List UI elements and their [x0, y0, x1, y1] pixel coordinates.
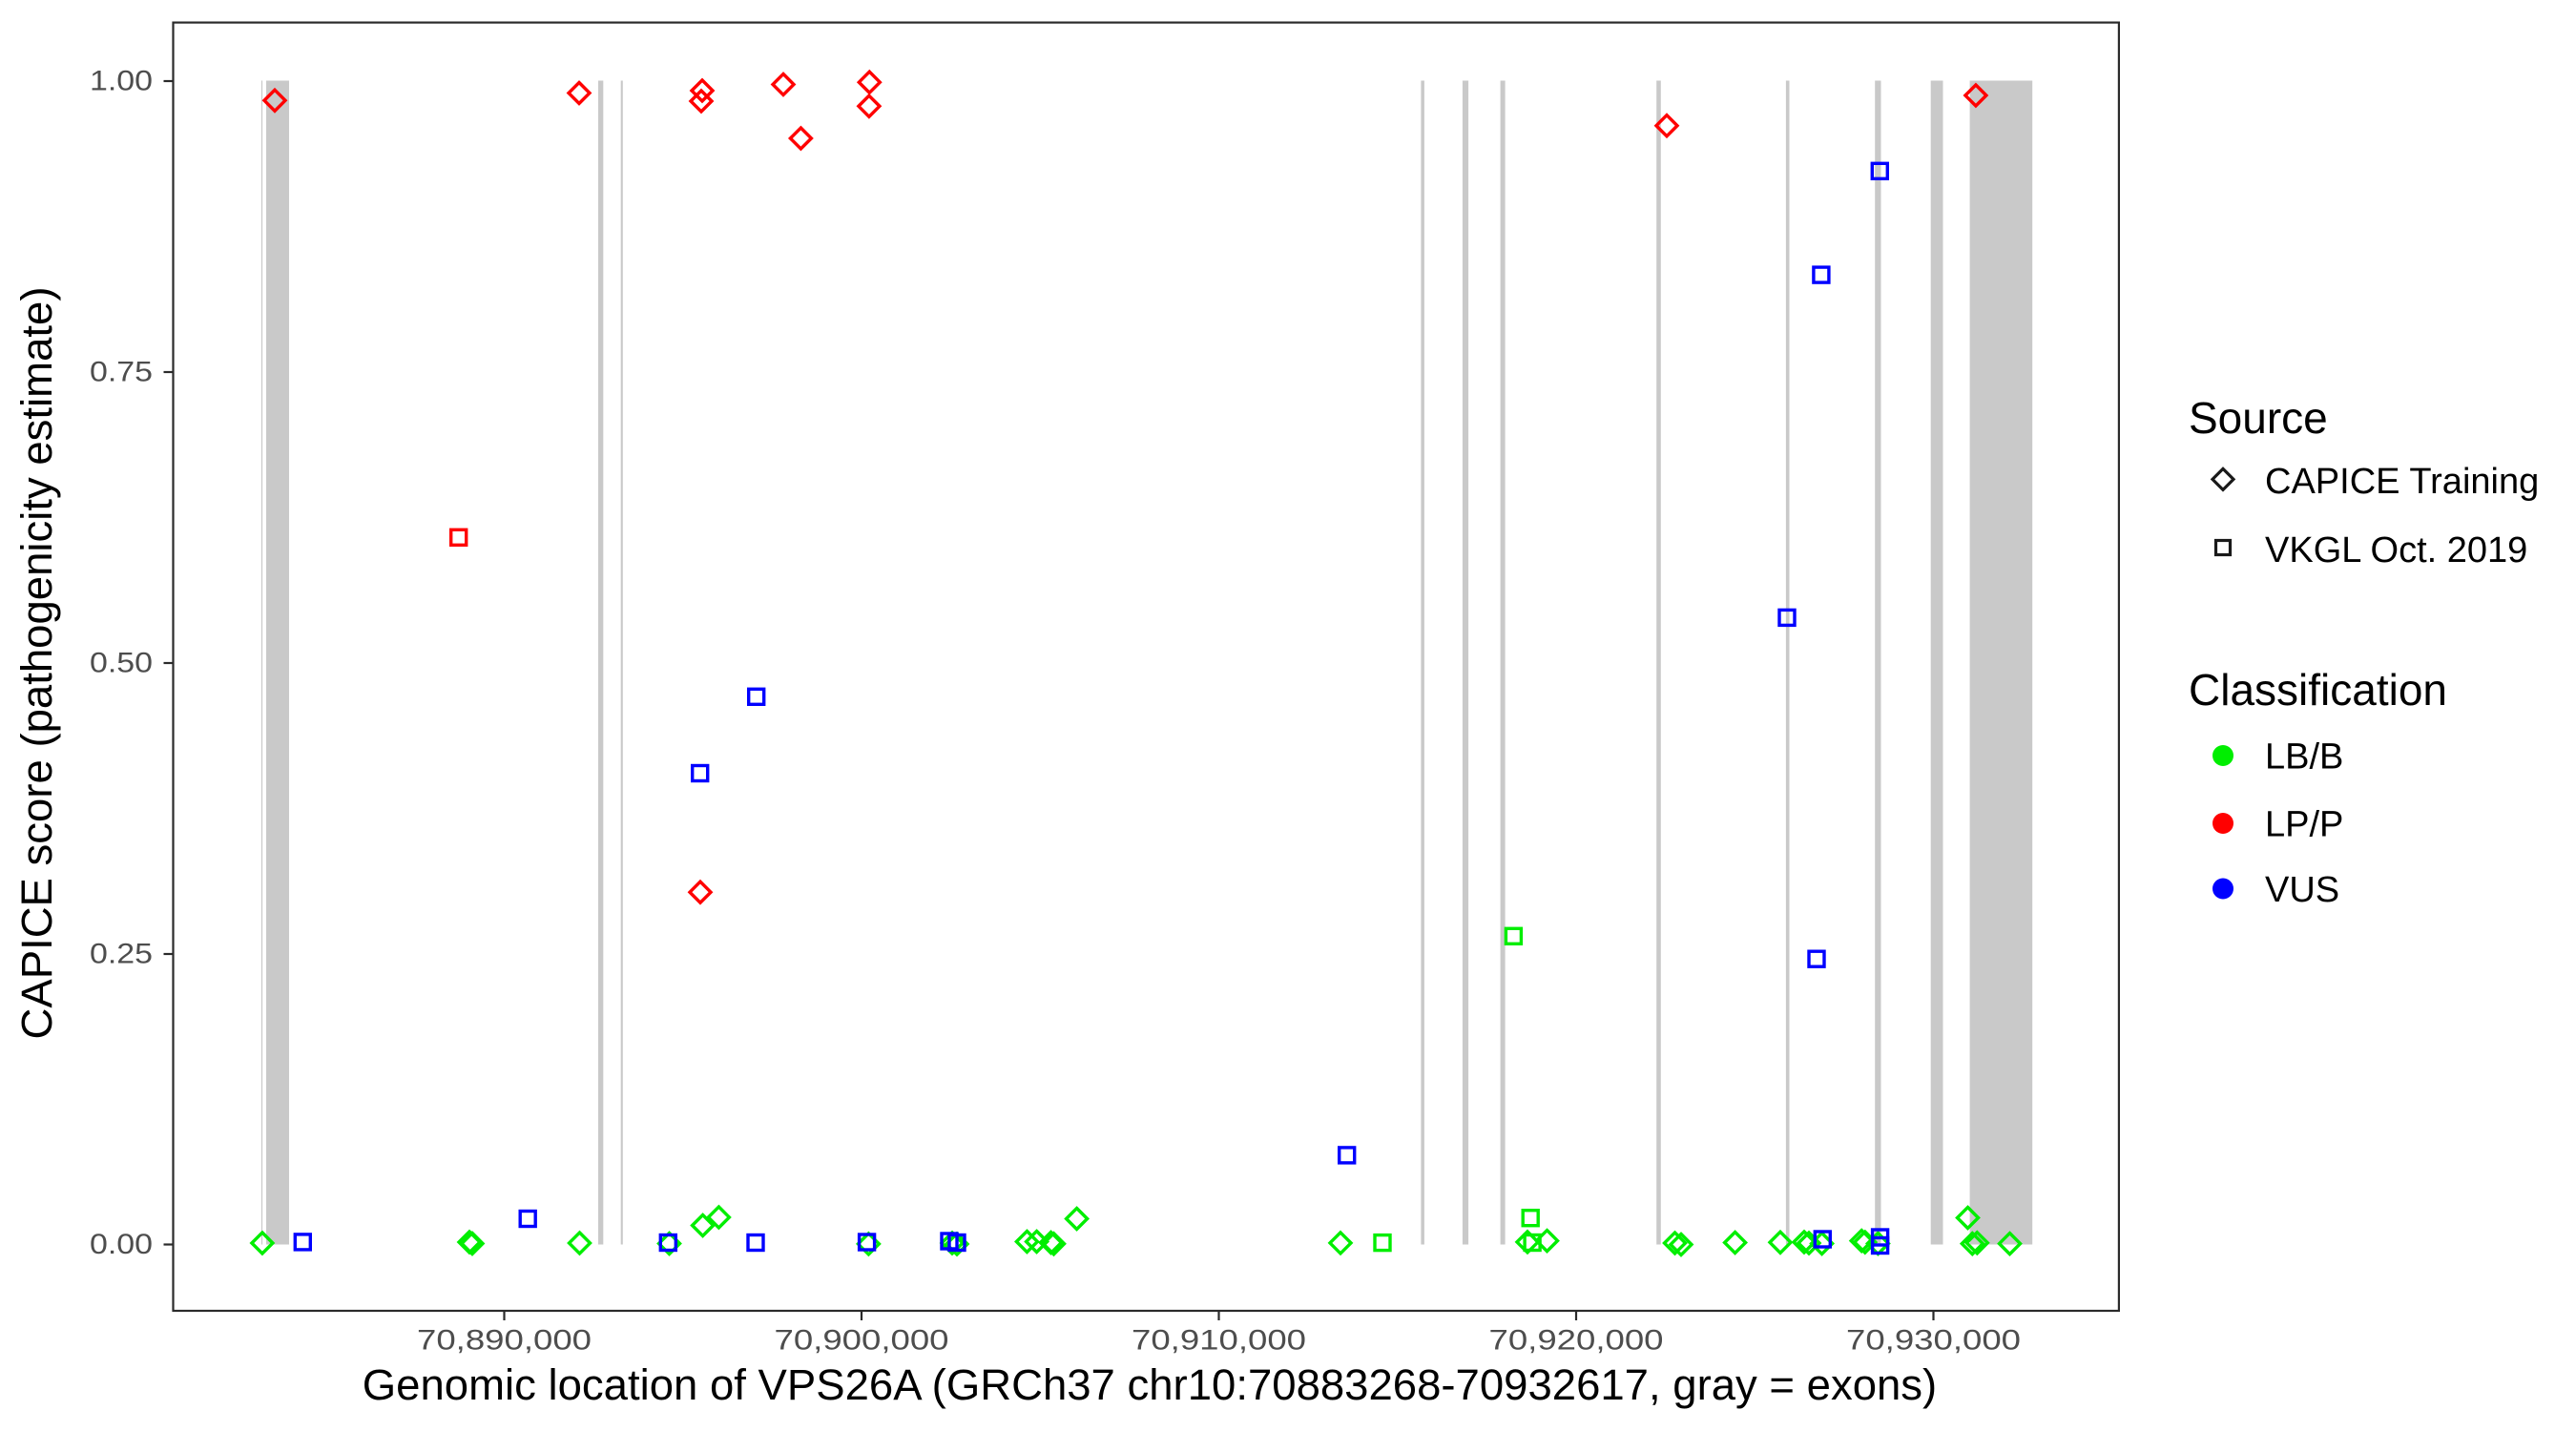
svg-text:0.50: 0.50 [90, 647, 153, 678]
svg-text:VUS: VUS [2265, 870, 2339, 910]
svg-text:Genomic location of VPS26A (GR: Genomic location of VPS26A (GRCh37 chr10… [363, 1360, 1937, 1409]
svg-text:70,930,000: 70,930,000 [1846, 1325, 2021, 1357]
svg-text:Source: Source [2189, 393, 2328, 443]
svg-text:CAPICE score (pathogenicity es: CAPICE score (pathogenicity estimate) [12, 287, 61, 1040]
svg-text:70,890,000: 70,890,000 [417, 1325, 592, 1357]
svg-text:0.00: 0.00 [90, 1229, 153, 1260]
svg-text:LP/P: LP/P [2265, 805, 2343, 845]
svg-text:0.75: 0.75 [90, 356, 153, 387]
svg-text:Classification: Classification [2189, 665, 2447, 715]
svg-text:CAPICE Training: CAPICE Training [2265, 462, 2539, 502]
svg-text:VKGL Oct. 2019: VKGL Oct. 2019 [2265, 530, 2527, 570]
svg-text:70,910,000: 70,910,000 [1132, 1325, 1306, 1357]
svg-text:70,920,000: 70,920,000 [1489, 1325, 1664, 1357]
svg-text:LB/B: LB/B [2265, 737, 2343, 778]
svg-text:1.00: 1.00 [90, 65, 153, 96]
svg-text:0.25: 0.25 [90, 938, 153, 969]
svg-text:70,900,000: 70,900,000 [775, 1325, 949, 1357]
